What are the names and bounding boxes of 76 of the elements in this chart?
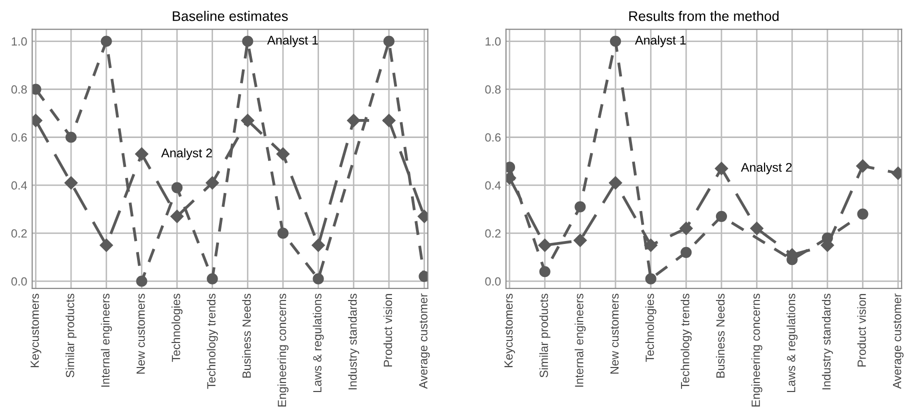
y-tick-label: 0.4 — [11, 181, 27, 190]
point — [382, 114, 396, 128]
x-tick-label: Engineering concerns — [751, 294, 762, 406]
chart-title: Results from the method — [629, 10, 779, 22]
y-tick-label: 0.2 — [485, 229, 501, 238]
point — [608, 176, 622, 190]
point — [64, 176, 78, 190]
point — [135, 147, 148, 161]
x-tick-label: Laws & regulations — [312, 294, 324, 392]
point — [645, 273, 656, 284]
point — [680, 246, 692, 258]
point — [206, 273, 218, 284]
annotation: Analyst 2 — [161, 148, 212, 160]
y-tick-label: 0.6 — [485, 133, 501, 142]
x-tick-label: Engineering concerns — [277, 294, 288, 406]
y-tick-label: 1.0 — [12, 37, 27, 46]
point — [347, 114, 360, 128]
x-tick-label: Technology trends — [680, 294, 692, 389]
x-tick-label: Average customer — [419, 293, 430, 389]
x-tick-label: Industry standards — [348, 294, 360, 390]
point — [170, 210, 184, 224]
point — [716, 210, 728, 222]
x-tick-label: Product vision — [383, 294, 392, 366]
annotation: Analyst 1 — [267, 35, 318, 48]
point — [644, 238, 658, 252]
point — [276, 147, 290, 161]
point — [242, 36, 254, 47]
point — [206, 176, 219, 190]
x-tick-label: Technologies — [172, 294, 183, 362]
annotation: Analyst 2 — [740, 162, 792, 174]
x-tick-label: New customers — [610, 294, 619, 374]
annotation: Analyst 1 — [634, 35, 686, 48]
x-tick-label: New customers — [136, 294, 145, 374]
y-tick-label: 0.8 — [11, 85, 27, 94]
point — [312, 273, 324, 284]
x-tick-label: Technologies — [645, 294, 656, 362]
x-tick-label: Internal engineers — [574, 294, 586, 387]
x-tick-label: Technology trends — [206, 294, 218, 389]
chart-title: Baseline estimates — [172, 10, 288, 22]
point — [100, 238, 113, 252]
y-tick-label: 0.8 — [485, 85, 501, 94]
x-tick-label: Laws & regulations — [786, 294, 798, 392]
x-tick-label: Keycustomers — [504, 294, 516, 368]
point — [538, 238, 552, 252]
y-tick-label: 0.0 — [11, 277, 27, 286]
point — [610, 36, 622, 47]
y-tick-label: 0.4 — [485, 181, 501, 190]
point — [65, 132, 77, 143]
point — [136, 276, 148, 287]
x-tick-label: Industry standards — [822, 294, 833, 390]
point — [750, 222, 764, 236]
x-tick-label: Internal engineers — [100, 294, 112, 387]
y-tick-label: 0.0 — [485, 277, 501, 286]
point — [574, 201, 586, 212]
point — [277, 228, 289, 239]
point — [312, 238, 325, 252]
y-tick-label: 0.2 — [11, 229, 27, 238]
x-tick-label: Similar products — [66, 294, 77, 378]
point — [714, 162, 728, 176]
point — [680, 222, 693, 236]
y-tick-label: 0.6 — [11, 133, 27, 142]
point — [100, 36, 112, 47]
x-tick-label: Business Needs — [242, 294, 251, 378]
point — [574, 234, 587, 248]
point — [857, 208, 868, 220]
point — [171, 182, 183, 194]
point — [856, 159, 870, 173]
x-tick-label: Business Needs — [716, 294, 725, 378]
point — [539, 266, 550, 278]
x-tick-label: Average customer — [893, 293, 904, 389]
point — [383, 36, 394, 47]
point — [241, 114, 254, 128]
x-tick-label: Keycustomers — [30, 294, 42, 368]
x-tick-label: Product vision — [857, 294, 866, 366]
x-tick-label: Similar products — [539, 294, 550, 378]
y-tick-label: 1.0 — [486, 37, 501, 46]
